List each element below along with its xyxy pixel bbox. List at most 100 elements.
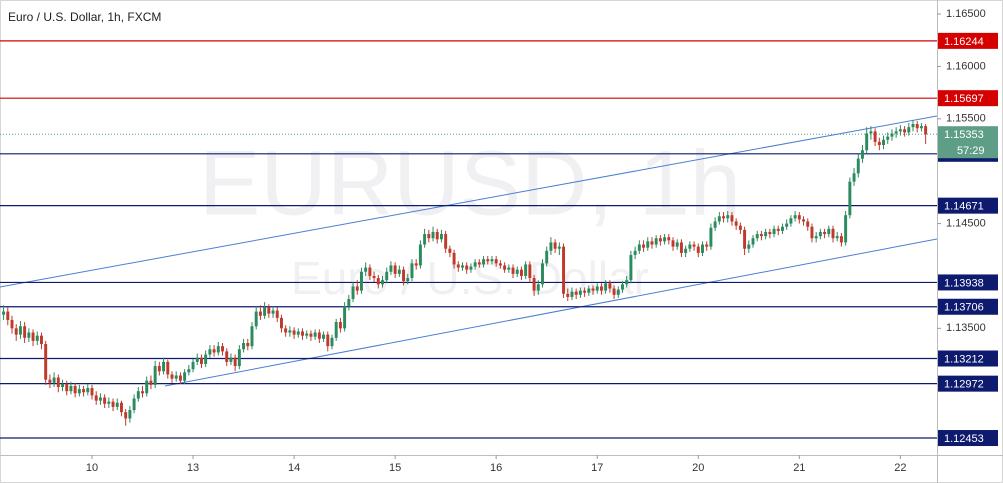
candle-body bbox=[734, 221, 738, 226]
candle-body bbox=[10, 319, 14, 329]
candle-body bbox=[482, 259, 486, 265]
level-label-bg bbox=[938, 274, 998, 291]
candle-body bbox=[507, 267, 511, 270]
candle-body bbox=[848, 181, 852, 216]
x-tick-label: 16 bbox=[490, 462, 502, 474]
x-tick-label: 22 bbox=[894, 462, 906, 474]
candle-body bbox=[317, 332, 321, 339]
candle-body bbox=[713, 221, 717, 228]
candle-body bbox=[461, 265, 464, 268]
candle-body bbox=[473, 262, 477, 267]
candle-body bbox=[764, 231, 768, 237]
candle-body bbox=[149, 380, 153, 385]
candle-body bbox=[288, 330, 292, 333]
candle-body bbox=[376, 278, 380, 285]
candle-body bbox=[128, 410, 132, 419]
candle-body bbox=[903, 129, 907, 133]
candle-body bbox=[448, 248, 452, 253]
candle-body bbox=[650, 241, 654, 245]
candle-body bbox=[730, 215, 734, 222]
candle-body bbox=[423, 234, 427, 245]
x-tick-label: 14 bbox=[288, 462, 300, 474]
candle-body bbox=[162, 361, 166, 372]
candle-body bbox=[574, 291, 578, 295]
candle-body bbox=[755, 234, 759, 239]
candle-body bbox=[94, 395, 98, 401]
level-label-bg bbox=[938, 32, 998, 49]
candle-body bbox=[608, 283, 612, 289]
candle-body bbox=[911, 124, 915, 128]
candle-body bbox=[465, 265, 469, 270]
y-tick-label: 1.16500 bbox=[946, 8, 986, 20]
candle-body bbox=[759, 234, 763, 237]
candle-body bbox=[368, 267, 372, 276]
candle-body bbox=[642, 244, 646, 248]
candle-body bbox=[82, 389, 86, 393]
candle-body bbox=[654, 238, 658, 245]
candle-body bbox=[56, 377, 60, 388]
last-price-label: 1.15353 bbox=[944, 129, 984, 141]
candle-body bbox=[456, 264, 460, 268]
candle-body bbox=[221, 346, 224, 352]
candle-body bbox=[524, 264, 528, 276]
candle-body bbox=[827, 228, 831, 235]
candle-body bbox=[435, 231, 439, 240]
candle-body bbox=[831, 228, 835, 239]
candle-body bbox=[73, 385, 77, 394]
candle-body bbox=[599, 286, 603, 291]
candle-body bbox=[785, 223, 789, 227]
candle-body bbox=[915, 124, 919, 129]
candle-body bbox=[722, 216, 726, 219]
candle-body bbox=[107, 401, 111, 404]
candle-body bbox=[726, 215, 730, 219]
y-tick-label: 1.13500 bbox=[946, 322, 986, 334]
candle-body bbox=[103, 397, 107, 404]
y-tick-label: 1.14500 bbox=[946, 217, 986, 229]
candle-body bbox=[751, 238, 755, 245]
last-price-bg bbox=[938, 126, 998, 159]
candle-body bbox=[810, 226, 814, 239]
candle-body bbox=[625, 280, 629, 285]
candle-body bbox=[553, 242, 557, 249]
candle-body bbox=[347, 299, 351, 307]
candle-body bbox=[338, 322, 342, 329]
candle-body bbox=[566, 293, 570, 297]
candle-body bbox=[61, 383, 64, 388]
candle-body bbox=[414, 263, 418, 266]
candle-body bbox=[385, 271, 389, 281]
candle-body bbox=[498, 263, 502, 266]
candle-body bbox=[924, 126, 928, 135]
candle-body bbox=[717, 216, 721, 222]
candle-body bbox=[397, 269, 401, 274]
candle-body bbox=[258, 311, 262, 316]
candle-body bbox=[246, 343, 250, 347]
candle-body bbox=[23, 326, 27, 338]
candle-body bbox=[313, 332, 317, 337]
candle-body bbox=[679, 242, 683, 253]
candle-body bbox=[355, 286, 359, 291]
candle-body bbox=[279, 317, 283, 329]
candle-body bbox=[284, 328, 288, 333]
watermark: EURUSD, 1h bbox=[199, 132, 741, 234]
level-label: 1.12453 bbox=[944, 433, 984, 445]
candle-body bbox=[444, 234, 448, 249]
candle-body bbox=[477, 262, 481, 265]
candle-body bbox=[802, 219, 806, 222]
candle-body bbox=[919, 126, 923, 129]
candle-body bbox=[402, 269, 406, 282]
candle-body bbox=[14, 328, 18, 335]
candle-body bbox=[124, 412, 128, 419]
candle-body bbox=[27, 332, 31, 338]
candle-body bbox=[898, 129, 902, 132]
candle-body bbox=[330, 337, 334, 347]
candle-body bbox=[595, 286, 599, 291]
candle-body bbox=[334, 322, 338, 338]
candle-body bbox=[263, 307, 267, 316]
candle-body bbox=[119, 402, 123, 413]
candle-body bbox=[886, 136, 890, 140]
candle-body bbox=[364, 267, 368, 272]
candle-body bbox=[621, 284, 624, 290]
candle-body bbox=[153, 366, 157, 385]
candle-body bbox=[359, 271, 363, 291]
candle-body bbox=[486, 259, 490, 262]
